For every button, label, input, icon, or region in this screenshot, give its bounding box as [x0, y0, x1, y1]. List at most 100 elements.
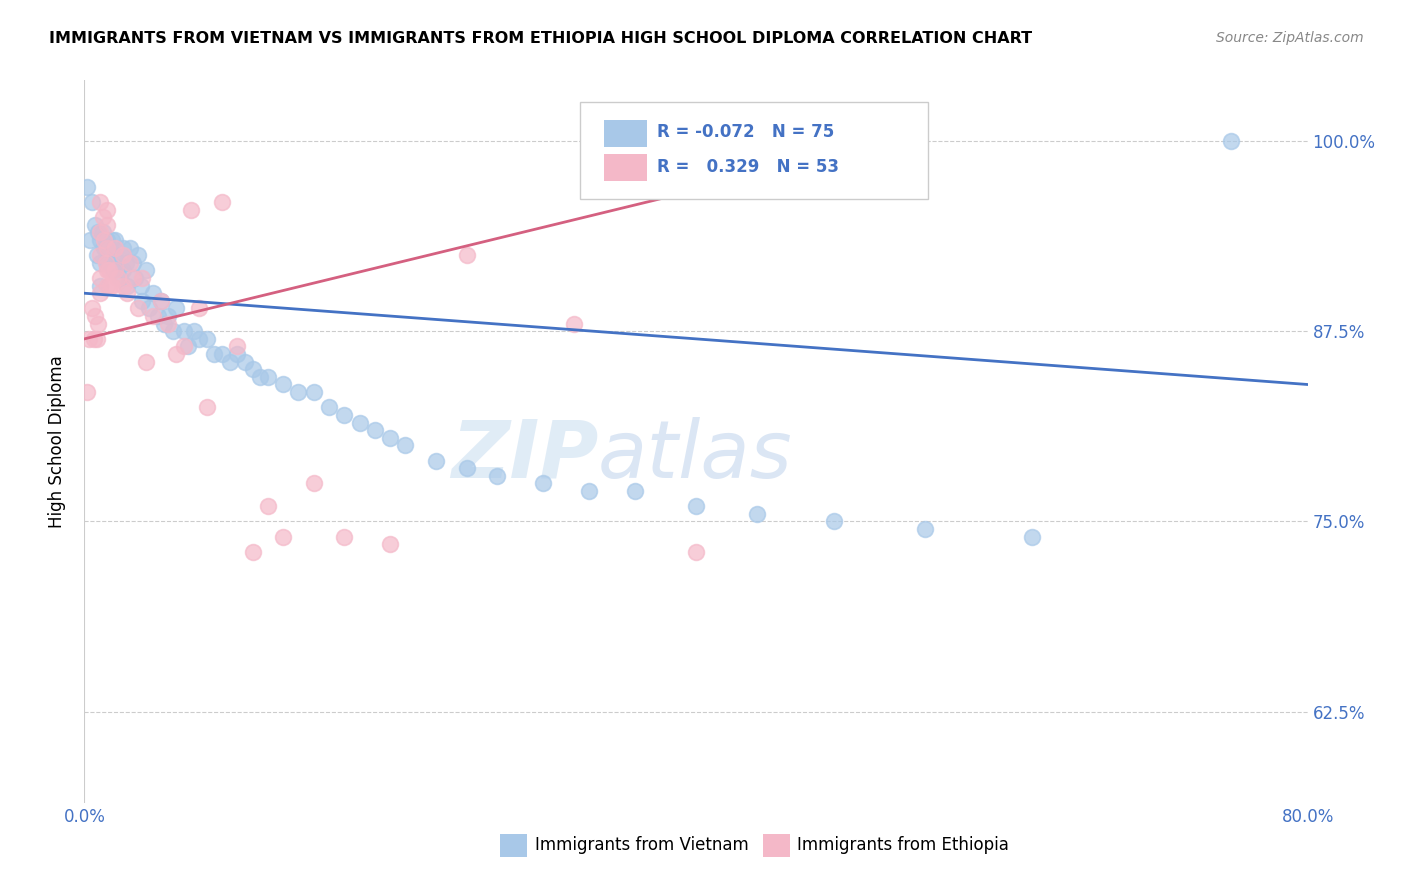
Point: [138, 301, 160, 316]
Point: [122, 256, 145, 270]
Point: [257, 499, 280, 513]
Point: [624, 483, 647, 498]
Point: [120, 256, 142, 270]
Point: [131, 293, 153, 308]
Point: [287, 385, 309, 400]
Point: [165, 301, 187, 316]
Point: [456, 248, 478, 262]
Point: [456, 461, 478, 475]
Point: [349, 416, 371, 430]
Point: [249, 370, 271, 384]
FancyBboxPatch shape: [501, 834, 527, 857]
Point: [80, 194, 103, 209]
FancyBboxPatch shape: [605, 154, 647, 181]
Point: [89, 226, 111, 240]
Point: [142, 309, 165, 323]
Point: [380, 431, 402, 445]
Point: [87, 317, 110, 331]
Text: R =   0.329   N = 53: R = 0.329 N = 53: [657, 158, 839, 176]
Point: [93, 241, 115, 255]
Point: [84, 218, 107, 232]
Point: [107, 256, 129, 270]
Point: [96, 278, 118, 293]
Point: [271, 377, 294, 392]
Point: [129, 278, 152, 293]
Point: [111, 263, 134, 277]
Point: [111, 248, 134, 262]
Point: [135, 354, 157, 368]
Point: [107, 271, 129, 285]
Point: [96, 218, 118, 232]
Point: [188, 301, 211, 316]
Point: [89, 194, 111, 209]
Point: [1021, 530, 1043, 544]
Point: [162, 324, 184, 338]
Point: [394, 438, 416, 452]
Point: [380, 537, 402, 551]
FancyBboxPatch shape: [605, 120, 647, 147]
Point: [115, 278, 138, 293]
Point: [108, 271, 131, 285]
Point: [80, 301, 103, 316]
Point: [188, 332, 211, 346]
Point: [86, 332, 108, 346]
Point: [96, 263, 118, 277]
Point: [823, 515, 845, 529]
Point: [318, 401, 340, 415]
Point: [425, 453, 447, 467]
Point: [180, 202, 202, 217]
Point: [211, 347, 233, 361]
Point: [96, 241, 118, 255]
Point: [149, 293, 172, 308]
Point: [135, 263, 157, 277]
Point: [104, 248, 127, 262]
Point: [202, 347, 225, 361]
Point: [486, 468, 509, 483]
Point: [124, 271, 146, 285]
Point: [183, 324, 205, 338]
Point: [271, 530, 294, 544]
Point: [103, 263, 125, 277]
Point: [685, 499, 707, 513]
Point: [76, 179, 98, 194]
Point: [146, 309, 169, 323]
Point: [89, 256, 111, 270]
Text: Source: ZipAtlas.com: Source: ZipAtlas.com: [1216, 31, 1364, 45]
Point: [104, 263, 127, 277]
Point: [364, 423, 387, 437]
Point: [111, 278, 134, 293]
Point: [115, 286, 138, 301]
Point: [91, 226, 114, 240]
Point: [84, 309, 107, 323]
Point: [914, 522, 936, 536]
Point: [242, 362, 264, 376]
Point: [195, 401, 218, 415]
Point: [149, 293, 172, 308]
Point: [94, 256, 117, 270]
Point: [93, 233, 115, 247]
Point: [333, 530, 356, 544]
Point: [127, 248, 149, 262]
Point: [79, 233, 101, 247]
Point: [97, 263, 120, 277]
Point: [98, 278, 121, 293]
Text: atlas: atlas: [598, 417, 793, 495]
Point: [153, 317, 176, 331]
Text: Immigrants from Vietnam: Immigrants from Vietnam: [534, 836, 748, 854]
Point: [96, 233, 118, 247]
Point: [101, 233, 124, 247]
Text: IMMIGRANTS FROM VIETNAM VS IMMIGRANTS FROM ETHIOPIA HIGH SCHOOL DIPLOMA CORRELAT: IMMIGRANTS FROM VIETNAM VS IMMIGRANTS FR…: [49, 31, 1032, 46]
Point: [157, 309, 180, 323]
Point: [531, 476, 554, 491]
Text: R = -0.072   N = 75: R = -0.072 N = 75: [657, 123, 834, 141]
Point: [157, 317, 180, 331]
Point: [89, 278, 111, 293]
Point: [86, 248, 108, 262]
Text: ZIP: ZIP: [451, 417, 598, 495]
Point: [83, 332, 105, 346]
Point: [173, 339, 195, 353]
Point: [257, 370, 280, 384]
Point: [89, 248, 111, 262]
Point: [142, 286, 165, 301]
Point: [165, 347, 187, 361]
